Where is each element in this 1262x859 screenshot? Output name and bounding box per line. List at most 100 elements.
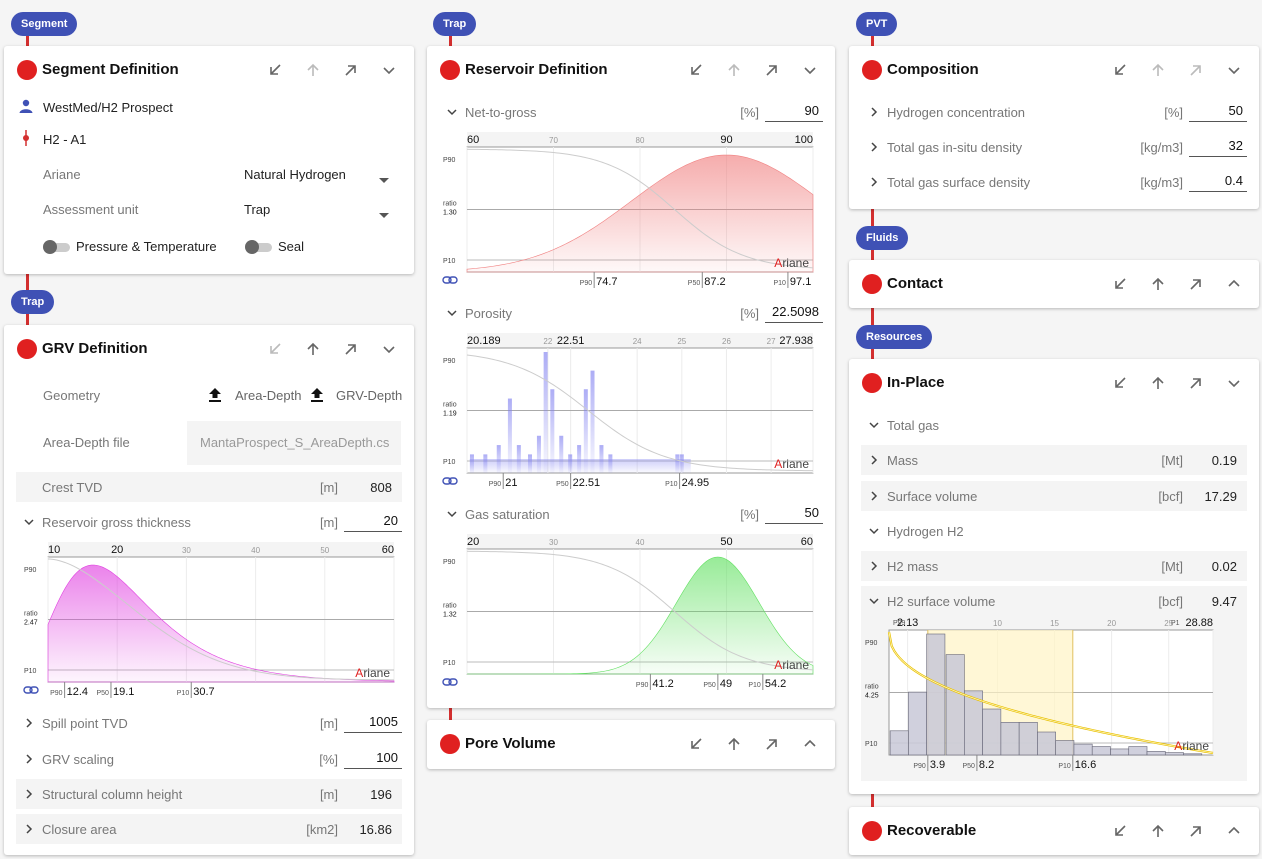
ntg-row[interactable]: Net-to-gross [%] 90 (439, 97, 823, 127)
ariane-select[interactable]: Natural Hydrogen (244, 167, 346, 182)
up-arrow-icon[interactable] (1139, 817, 1177, 845)
collapse-arrow-icon[interactable] (677, 730, 715, 758)
chevron-up-icon[interactable] (1215, 270, 1253, 298)
histogram-bar (1184, 754, 1202, 755)
h2-mass-row[interactable]: H2 mass [Mt] 0.02 (861, 551, 1247, 581)
up-arrow-icon[interactable] (1139, 369, 1177, 397)
percentile-value: 49 (720, 678, 732, 690)
grv-depth-upload[interactable]: GRV-Depth (336, 388, 402, 403)
seal-toggle[interactable] (244, 239, 274, 258)
percentile-tag: P90 (636, 682, 649, 689)
closure-value: 16.86 (359, 822, 392, 837)
mass-row[interactable]: Mass [Mt] 0.19 (861, 445, 1247, 475)
pressure-toggle[interactable] (42, 239, 72, 258)
hydrogen-row[interactable]: Hydrogen H2 (861, 516, 1247, 546)
sg-input[interactable]: 50 (765, 505, 823, 524)
expand-arrow-icon[interactable] (1177, 369, 1215, 397)
file-input[interactable]: MantaProspect_S_AreaDepth.cs (200, 435, 389, 450)
thickness-chart[interactable]: 10 20 30 40 50 60 P90 P10 ratio 2.47 Ariane P90 12.4… (22, 542, 396, 700)
expand-arrow-icon[interactable] (332, 335, 370, 363)
dropdown-arrow-icon[interactable] (379, 172, 389, 187)
sg-row[interactable]: Gas saturation [%] 50 (439, 499, 823, 529)
spill-row[interactable]: Spill point TVD [m] 1005 (16, 708, 402, 738)
upload-icon[interactable] (310, 387, 324, 406)
closure-row[interactable]: Closure area [km2] 16.86 (16, 814, 402, 844)
thickness-row[interactable]: Reservoir gross thickness [m] 20 (16, 507, 402, 537)
chevron-down-icon[interactable] (1215, 369, 1253, 397)
chevron-right-icon[interactable] (867, 140, 881, 154)
chevron-down-icon[interactable] (370, 56, 408, 84)
chevron-down-icon[interactable] (867, 594, 881, 608)
collapse-arrow-icon[interactable] (256, 56, 294, 84)
chevron-down-icon[interactable] (445, 507, 459, 521)
porosity-row[interactable]: Porosity [%] 22.5098 (439, 298, 823, 328)
person-icon (18, 98, 34, 117)
chevron-right-icon[interactable] (22, 716, 36, 730)
collapse-arrow-icon[interactable] (677, 56, 715, 84)
expand-arrow-icon[interactable] (753, 730, 791, 758)
up-arrow-icon[interactable] (1139, 56, 1177, 84)
collapse-arrow-icon[interactable] (1101, 817, 1139, 845)
spill-input[interactable]: 1005 (344, 714, 402, 733)
collapse-arrow-icon[interactable] (256, 335, 294, 363)
area-depth-upload[interactable]: Area-Depth (235, 388, 301, 403)
up-arrow-icon[interactable] (294, 335, 332, 363)
crest-row: Crest TVD [m] 808 (16, 472, 402, 502)
chevron-up-icon[interactable] (791, 730, 829, 758)
closure-label: Closure area (42, 822, 116, 837)
sg-chart[interactable]: 20 30 40 50 60 P90 P10 ratio 1.32 Ariane P90 41.2 P5… (441, 534, 815, 692)
chevron-down-icon[interactable] (867, 418, 881, 432)
chevron-right-icon[interactable] (867, 489, 881, 503)
ntg-input[interactable]: 90 (765, 103, 823, 122)
expand-arrow-icon[interactable] (1177, 817, 1215, 845)
surface-density-row[interactable]: Total gas surface density [kg/m3] 0.4 (861, 167, 1247, 197)
chevron-right-icon[interactable] (22, 752, 36, 766)
assessment-select[interactable]: Trap (244, 202, 270, 217)
chevron-right-icon[interactable] (867, 453, 881, 467)
percentile-value: 19.1 (113, 686, 134, 698)
up-arrow-icon[interactable] (715, 56, 753, 84)
insitu-density-row[interactable]: Total gas in-situ density [kg/m3] 32 (861, 132, 1247, 162)
chevron-down-icon[interactable] (445, 105, 459, 119)
chevron-down-icon[interactable] (1215, 56, 1253, 84)
collapse-arrow-icon[interactable] (1101, 270, 1139, 298)
upload-icon[interactable] (208, 387, 222, 406)
chevron-right-icon[interactable] (867, 175, 881, 189)
expand-arrow-icon[interactable] (332, 56, 370, 84)
dropdown-arrow-icon[interactable] (379, 207, 389, 222)
ntg-chart[interactable]: 60 70 80 90 100 P90 P10 ratio 1.30 Ariane P90 74.7 P… (441, 132, 815, 290)
up-arrow-icon[interactable] (715, 730, 753, 758)
h2-concentration-input[interactable]: 50 (1189, 103, 1247, 122)
h2-concentration-row[interactable]: Hydrogen concentration [%] 50 (861, 97, 1247, 127)
thickness-input[interactable]: 20 (344, 513, 402, 532)
chevron-up-icon[interactable] (1215, 817, 1253, 845)
surface-density-input[interactable]: 0.4 (1189, 173, 1247, 192)
up-arrow-icon[interactable] (1139, 270, 1177, 298)
total-gas-row[interactable]: Total gas (861, 410, 1247, 440)
collapse-arrow-icon[interactable] (1101, 369, 1139, 397)
surface-volume-row[interactable]: Surface volume [bcf] 17.29 (861, 481, 1247, 511)
chevron-down-icon[interactable] (370, 335, 408, 363)
scaling-input[interactable]: 100 (344, 750, 402, 769)
chevron-down-icon[interactable] (867, 524, 881, 538)
scaling-row[interactable]: GRV scaling [%] 100 (16, 744, 402, 774)
percentile-value: 41.2 (652, 678, 673, 690)
porosity-input[interactable]: 22.5098 (765, 304, 823, 323)
h2sv-chart[interactable]: 2.13 10 15 20 25 28.88 P99 P1 P90 P10 ratio 4.25 Ari… (863, 615, 1219, 773)
column-row[interactable]: Structural column height [m] 196 (16, 779, 402, 809)
chevron-right-icon[interactable] (867, 105, 881, 119)
expand-arrow-icon[interactable] (753, 56, 791, 84)
chevron-down-icon[interactable] (791, 56, 829, 84)
chevron-down-icon[interactable] (445, 306, 459, 320)
expand-arrow-icon[interactable] (1177, 270, 1215, 298)
expand-arrow-icon[interactable] (1177, 56, 1215, 84)
chevron-right-icon[interactable] (867, 559, 881, 573)
up-arrow-icon[interactable] (294, 56, 332, 84)
chevron-right-icon[interactable] (22, 787, 36, 801)
porosity-chart[interactable]: 20.189 22 22.51 24 25 26 27 27.938 P90 P10 ratio 1.… (441, 333, 815, 491)
insitu-density-input[interactable]: 32 (1189, 138, 1247, 157)
chevron-down-icon[interactable] (22, 515, 36, 529)
chevron-right-icon[interactable] (22, 822, 36, 836)
collapse-arrow-icon[interactable] (1101, 56, 1139, 84)
h2-concentration-unit: [%] (1164, 105, 1183, 120)
